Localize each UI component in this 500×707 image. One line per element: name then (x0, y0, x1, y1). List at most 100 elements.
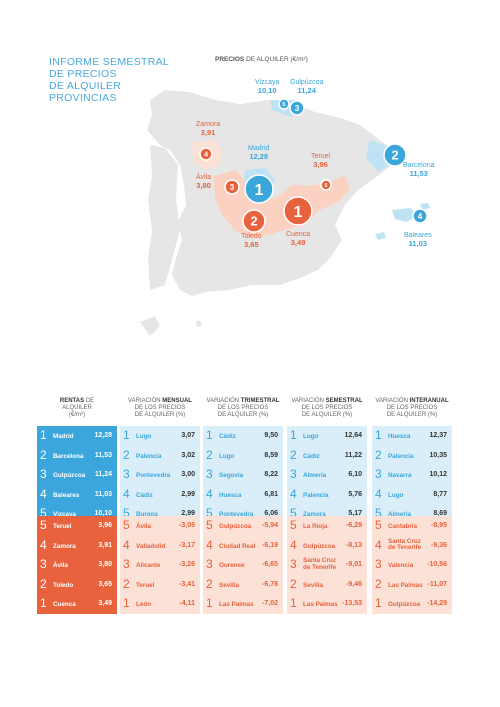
baleares-shape (392, 208, 418, 222)
column-header: VARIACIÓN INTERANUAL DE LOS PRECIOS DE ALQ… (372, 398, 452, 424)
column-header-line: DE LOS PRECIOS (217, 405, 269, 411)
table-row: 2 Teruel -3,41 (120, 575, 200, 595)
row-province: Zamora (53, 542, 76, 550)
map-marker-orange-2 (242, 209, 266, 233)
table-row: 2 Barcelona 11,53 (37, 446, 117, 466)
table-row: 1 Madrid 12,28 (37, 426, 117, 446)
row-province: Huesca (388, 433, 411, 440)
row-province: Baleares (53, 491, 80, 499)
row-rank: 5 (206, 518, 213, 532)
spain-map: 1 2 3 4 5 1 2 3 4 5 (140, 90, 430, 336)
table-row: 3 Segovia 8,22 (203, 465, 283, 485)
row-rank: 1 (375, 428, 382, 442)
table-row: 3 Navarra 10,12 (372, 465, 452, 485)
table-row: 1 Lugo 12,64 (287, 426, 367, 446)
row-rank: 3 (290, 467, 297, 481)
row-rank: 1 (206, 596, 213, 610)
row-value: 12,64 (344, 432, 362, 439)
map-marker-blue-4 (412, 208, 428, 224)
row-rank: 1 (40, 428, 47, 442)
top-five-block: 1 Lugo 3,07 2 Palencia 3,02 3 Pontevedra 3,00 4 Cá… (120, 426, 200, 524)
row-value: -8,95 (431, 522, 447, 529)
row-value: -7,02 (262, 600, 278, 607)
row-value: 3,96 (98, 522, 112, 529)
row-value: 3,02 (181, 451, 195, 459)
row-value: -8,13 (346, 541, 362, 549)
table-row: 5 Almería 8,69 (372, 504, 452, 524)
row-rank: 4 (375, 486, 382, 501)
ibiza-shape (375, 232, 386, 240)
row-province: Alicante (136, 562, 161, 569)
row-rank: 4 (40, 486, 47, 501)
table-row: 5 Burgos 2,99 (120, 504, 200, 524)
row-rank: 3 (206, 557, 213, 571)
row-province: Ciudad Real (219, 542, 256, 550)
column-header: VARIACIÓN MENSUAL DE LOS PRECIOS DE ALQUIL… (120, 398, 200, 424)
table-row: 3 Santa Cruz de Tenerife -9,01 (287, 555, 367, 575)
table-column: VARIACIÓN SEMESTRAL DE LOS PRECIOS DE ALQU… (287, 398, 367, 614)
row-province: Gulpúzcoa (303, 542, 336, 550)
row-province: Las Palmas (388, 581, 423, 589)
map-label-name: Barcelona (403, 162, 435, 169)
column-header-line: VARIACIÓN SEMESTRAL (291, 398, 363, 404)
table-row: 5 Teruel 3,96 (37, 516, 117, 536)
map-label-value: 11,53 (409, 169, 428, 178)
table-row: 2 Toledo 3,65 (37, 575, 117, 595)
row-value: -10,56 (427, 561, 447, 568)
row-rank: 1 (290, 596, 297, 610)
map-marker-rank: 3 (230, 183, 235, 192)
map-label-name: Toledo (241, 233, 262, 240)
row-value: 11,03 (94, 490, 112, 498)
row-value: -3,17 (179, 541, 195, 549)
row-rank: 2 (206, 576, 213, 591)
row-rank: 1 (375, 596, 382, 610)
row-rank: 3 (290, 557, 297, 571)
column-header-line: RENTAS DE (59, 398, 95, 404)
column-header-line: DE ALQUILER (%) (134, 412, 186, 418)
row-province: Almería (303, 472, 327, 479)
canarias-shape (140, 316, 160, 336)
table-row: 1 Las Palmas -13,53 (287, 594, 367, 614)
title-line: PROVINCIAS (49, 92, 117, 104)
map-label-value: 3,91 (200, 128, 216, 137)
row-province: Segovia (219, 472, 244, 479)
row-value: 6,81 (264, 490, 278, 498)
map-marker-orange-4 (199, 147, 213, 161)
map-marker-rank: 2 (391, 149, 398, 163)
row-rank: 2 (375, 576, 382, 591)
row-value: 6,06 (264, 510, 278, 517)
map-marker-blue-5 (278, 98, 290, 110)
table-column: VARIACIÓN TRIMESTRAL DE LOS PRECIOS DE ALQ… (203, 398, 283, 614)
row-value: -6,65 (262, 561, 278, 568)
table-row: 2 Cádiz 11,22 (287, 446, 367, 466)
table-row: 2 Palencia 3,02 (120, 446, 200, 466)
map-label: Zamora 3,91 (196, 121, 220, 137)
row-rank: 3 (123, 557, 130, 571)
table-row: 5 Ávila -3,06 (120, 516, 200, 536)
row-rank: 4 (290, 486, 297, 501)
row-value: -3,06 (179, 522, 195, 529)
table-row: 1 Cádiz 9,50 (203, 426, 283, 446)
row-value: 3,65 (98, 580, 112, 588)
row-province: Madrid (53, 433, 74, 440)
column-header-line: VARIACIÓN TRIMESTRAL (206, 398, 280, 404)
row-province: Sevilla (219, 581, 239, 589)
table-row: 1 Huesca 12,37 (372, 426, 452, 446)
row-value: 8,59 (264, 451, 278, 459)
row-province: Huesca (219, 491, 242, 499)
map-label-name: Gulpúzcoa (290, 79, 324, 86)
table-row: 3 Almería 6,10 (287, 465, 367, 485)
title-line: INFORME SEMESTRAL (49, 56, 170, 68)
row-rank: 1 (40, 596, 47, 610)
row-province: Cádiz (219, 433, 236, 440)
row-rank: 4 (206, 537, 213, 552)
table-row: 4 Baleares 11,03 (37, 485, 117, 505)
table-row: 3 Ourense -6,65 (203, 555, 283, 575)
table-row: 2 Las Palmas -11,07 (372, 575, 452, 595)
row-province: Ourense (219, 562, 245, 569)
map-label: Cuenca 3,49 (286, 231, 310, 247)
row-rank: 4 (206, 486, 213, 501)
table-row: 3 Pontevedra 3,00 (120, 465, 200, 485)
map-label: Teruel 3,96 (311, 153, 330, 169)
title-line: DE PRECIOS (49, 68, 117, 80)
